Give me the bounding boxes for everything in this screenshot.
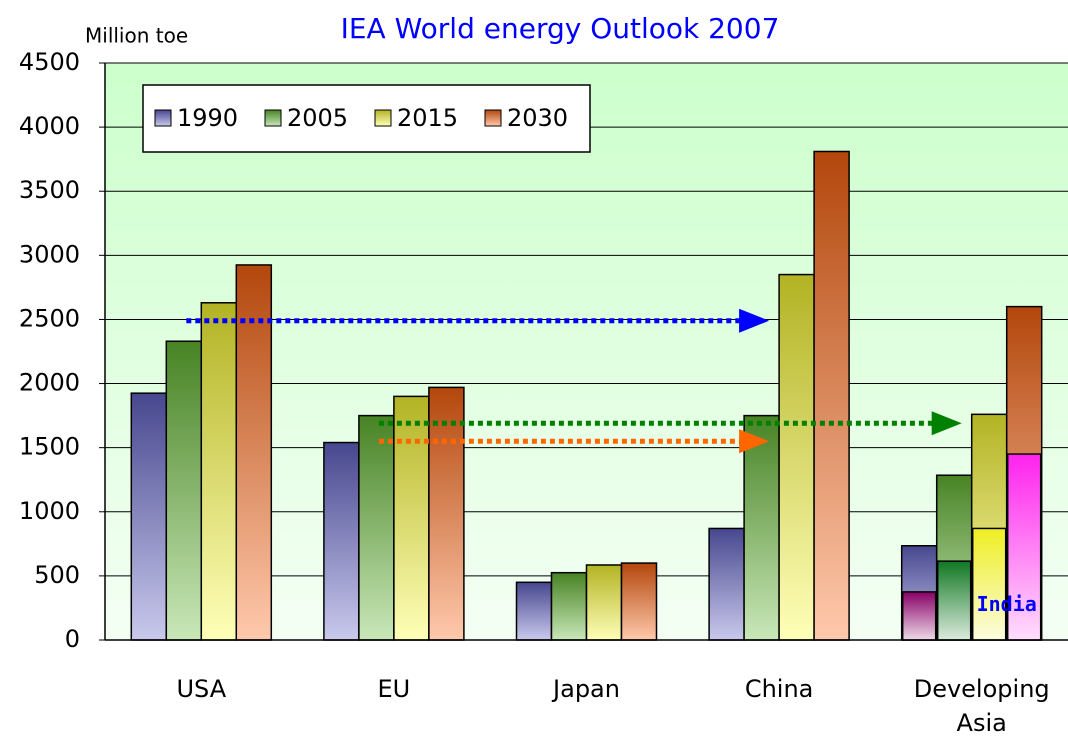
chart-title: IEA World energy Outlook 2007 (341, 12, 780, 45)
bar (585, 564, 623, 641)
legend-swatch (264, 109, 282, 127)
legend-label: 2030 (507, 104, 568, 132)
y-tick-label: 3500 (19, 176, 80, 204)
y-tick-label: 2500 (19, 304, 80, 332)
india-bar (936, 560, 972, 641)
legend-swatch (484, 109, 502, 127)
india-bar (1006, 453, 1042, 641)
bar (778, 273, 815, 641)
bar (165, 340, 203, 641)
x-tick-label: EU (377, 675, 411, 703)
legend-label: 2015 (397, 104, 458, 132)
y-tick-label: 500 (34, 561, 80, 589)
arrow-head (931, 411, 962, 436)
bar (550, 571, 588, 641)
legend-swatch (374, 109, 392, 127)
bar (743, 414, 780, 641)
bar (358, 414, 395, 641)
bar (235, 264, 273, 641)
bar (708, 527, 745, 641)
india-bar (971, 527, 1007, 641)
x-tick-label: USA (176, 675, 227, 703)
india-bar (901, 591, 937, 641)
arrow-head (739, 308, 770, 333)
y-tick-label: 1000 (19, 497, 80, 525)
bar (393, 395, 430, 641)
x-tick-label: Japan (553, 675, 620, 703)
bar (130, 392, 168, 641)
arrow-head (739, 429, 770, 454)
legend-box (142, 84, 591, 153)
y-tick-label: 0 (65, 625, 80, 653)
bar (813, 150, 850, 641)
y-axis-label: Million toe (85, 24, 188, 48)
india-label: India (977, 592, 1037, 616)
y-tick-label: 1500 (19, 433, 80, 461)
y-tick-label: 2000 (19, 369, 80, 397)
y-tick-label: 4500 (19, 48, 80, 76)
bar (620, 562, 658, 641)
y-tick-label: 3000 (19, 240, 80, 268)
bar (428, 386, 465, 641)
bar (200, 302, 238, 641)
x-tick-label: Developing Asia (913, 675, 1050, 736)
bar (515, 581, 553, 641)
legend-label: 1990 (177, 104, 238, 132)
y-tick-label: 4000 (19, 112, 80, 140)
x-tick-label: China (744, 675, 814, 703)
legend-swatch (154, 109, 172, 127)
bar (323, 441, 360, 641)
legend-label: 2005 (287, 104, 348, 132)
